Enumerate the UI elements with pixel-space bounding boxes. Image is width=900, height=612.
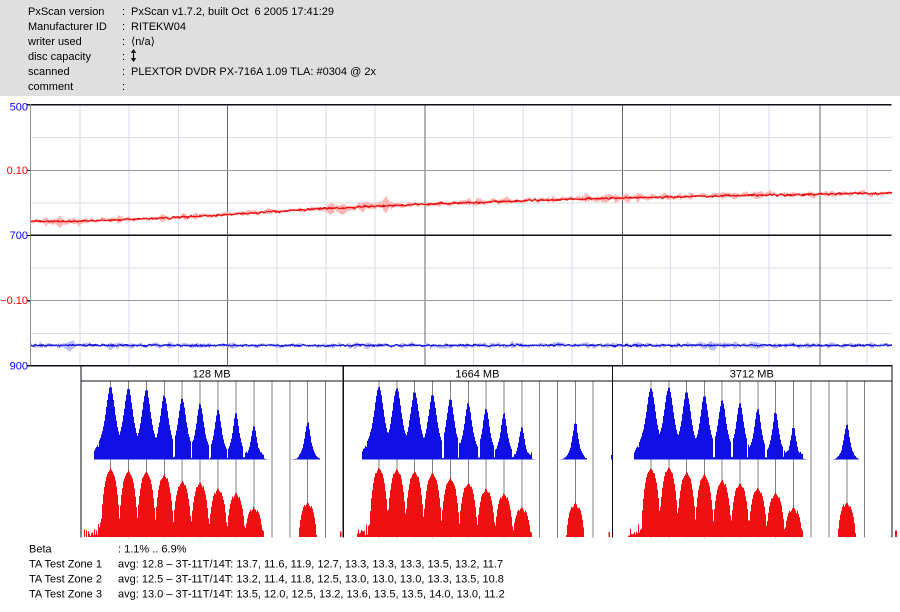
svg-text:PxScan version: PxScan version	[28, 6, 104, 18]
svg-text::: :	[122, 66, 125, 78]
svg-text:scanned: scanned	[28, 66, 70, 78]
svg-text:128 MB: 128 MB	[193, 369, 231, 381]
svg-text:avg: 12.8 – 3T-11T/14T: 13.7,: avg: 12.8 – 3T-11T/14T: 13.7, 11.6, 11.9…	[118, 559, 503, 571]
svg-text:1664 MB: 1664 MB	[455, 369, 499, 381]
svg-text:comment: comment	[28, 81, 73, 93]
svg-text:disc capacity: disc capacity	[28, 51, 91, 63]
svg-text:PLEXTOR DVDR PX-716A 1.09 TLA:: PLEXTOR DVDR PX-716A 1.09 TLA: #0304 @ 2…	[131, 66, 376, 78]
svg-text::: :	[122, 81, 125, 93]
svg-text:700: 700	[10, 230, 28, 242]
svg-text:TA Test Zone 2: TA Test Zone 2	[29, 574, 102, 586]
svg-text:3712 MB: 3712 MB	[730, 369, 774, 381]
svg-text:500: 500	[10, 101, 28, 113]
svg-text:Manufacturer ID: Manufacturer ID	[28, 21, 107, 33]
svg-text:: 1.1% .. 6.9%: : 1.1% .. 6.9%	[118, 544, 187, 556]
svg-text:−0.10: −0.10	[0, 295, 28, 307]
svg-text::: :	[122, 21, 125, 33]
svg-text:PxScan v1.7.2, built Oct 6 20: PxScan v1.7.2, built Oct 6 2005 17:41:29	[131, 6, 334, 18]
svg-text:avg: 13.0 – 3T-11T/14T: 13.5,: avg: 13.0 – 3T-11T/14T: 13.5, 12.0, 12.5…	[118, 589, 505, 601]
svg-text:TA Test Zone 1: TA Test Zone 1	[29, 559, 102, 571]
svg-text::: :	[122, 6, 125, 18]
svg-text:RITEKW04: RITEKW04	[131, 21, 186, 33]
svg-text:900: 900	[10, 360, 28, 372]
svg-text:writer used: writer used	[27, 36, 82, 48]
svg-text:Beta: Beta	[29, 544, 53, 556]
svg-text:TA Test Zone 3: TA Test Zone 3	[29, 589, 102, 601]
svg-text:⟨n/a⟩: ⟨n/a⟩	[131, 36, 155, 48]
svg-text::: :	[122, 36, 125, 48]
svg-text:0.10: 0.10	[7, 165, 28, 177]
svg-text:avg: 12.5 – 3T-11T/14T: 13.2,: avg: 12.5 – 3T-11T/14T: 13.2, 11.4, 11.8…	[118, 574, 504, 586]
svg-text::: :	[122, 51, 125, 63]
